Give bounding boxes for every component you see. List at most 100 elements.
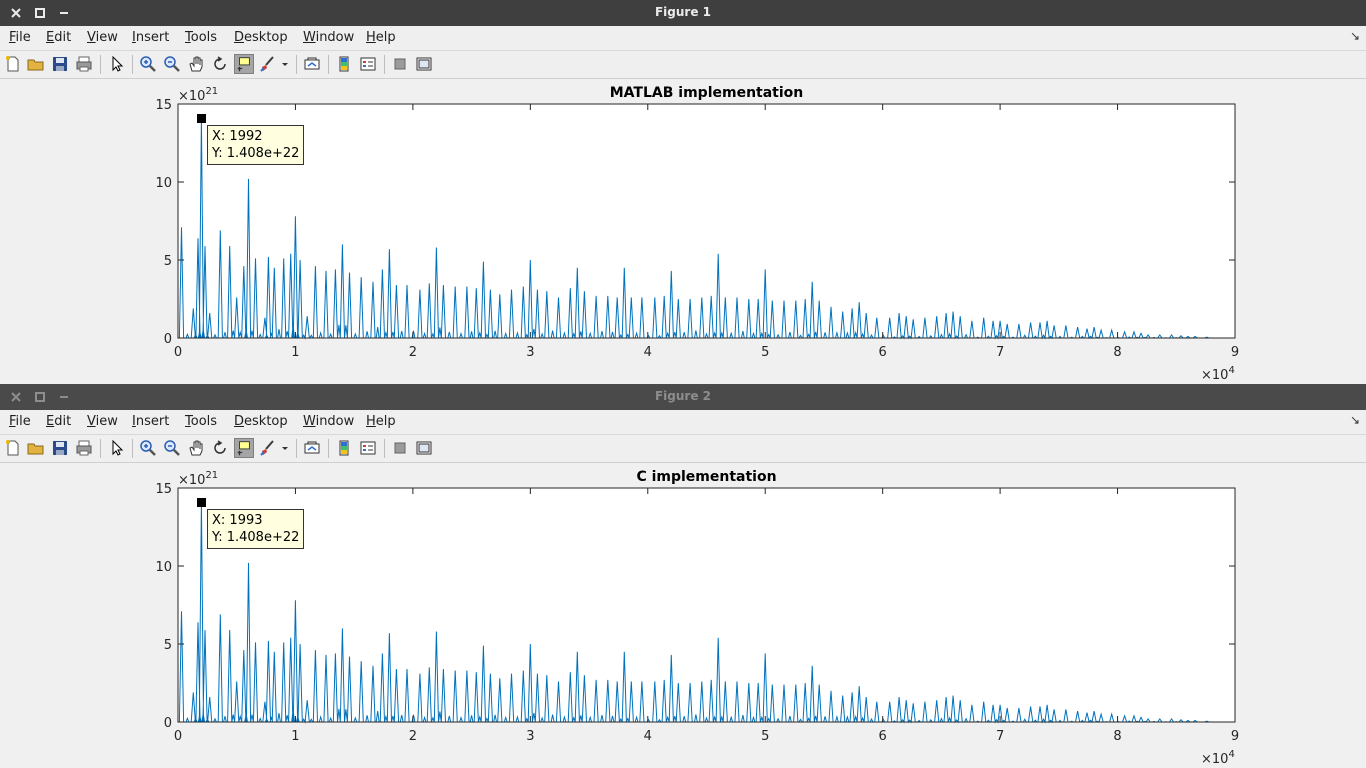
datatip-marker[interactable] [197, 114, 206, 123]
x-tick-label: 8 [1113, 729, 1121, 744]
y-axis-exponent-power: 21 [205, 470, 218, 481]
figure-window-2: Figure 2 File Edit View Insert Tools Des… [0, 384, 1366, 768]
x-tick-label: 0 [174, 345, 182, 360]
maximize-icon[interactable] [30, 3, 50, 23]
hide-plot-tools-icon[interactable] [390, 54, 410, 74]
x-tick-label: 5 [761, 729, 769, 744]
save-icon[interactable] [50, 54, 70, 74]
brush-icon[interactable] [258, 54, 278, 74]
colorbar-icon[interactable] [334, 438, 354, 458]
menu-bar: File Edit View Insert Tools Desktop Wind… [0, 26, 1366, 51]
legend-icon[interactable] [358, 438, 378, 458]
rotate-3d-icon[interactable] [210, 438, 230, 458]
x-tick-label: 4 [644, 729, 652, 744]
axes-plot[interactable]: 0 1 2 3 4 5 6 7 8 9 0 5 10 15 ×1021 ×104 MATLAB implemen… [0, 79, 1366, 384]
menu-file[interactable]: File [9, 30, 31, 45]
rotate-3d-icon[interactable] [210, 54, 230, 74]
maximize-icon[interactable] [30, 387, 50, 407]
chevron-down-icon[interactable] [279, 54, 291, 74]
zoom-in-icon[interactable] [138, 54, 158, 74]
menu-file[interactable]: File [9, 414, 31, 429]
y-tick-label: 5 [164, 254, 172, 269]
toolbar-separator [100, 439, 101, 458]
zoom-out-icon[interactable] [162, 54, 182, 74]
toolbar-separator [132, 55, 133, 74]
data-tip[interactable]: X: 1992 Y: 1.408e+22 [207, 125, 305, 165]
open-file-icon[interactable] [26, 438, 46, 458]
axes-plot[interactable]: 0 1 2 3 4 5 6 7 8 9 0 5 10 15 ×1021 ×104 C implementatio… [0, 463, 1366, 768]
figure-canvas: 0 1 2 3 4 5 6 7 8 9 0 5 10 15 ×1021 ×104 MATLAB implemen… [0, 79, 1366, 384]
open-file-icon[interactable] [26, 54, 46, 74]
menu-help[interactable]: Help [366, 30, 396, 45]
print-icon[interactable] [74, 438, 94, 458]
minimize-icon[interactable] [54, 387, 74, 407]
show-plot-tools-icon[interactable] [414, 54, 434, 74]
y-tick-label: 10 [155, 560, 172, 575]
toolbar-separator [384, 439, 385, 458]
new-figure-icon[interactable] [3, 54, 23, 74]
menu-view[interactable]: View [87, 414, 118, 429]
menu-edit[interactable]: Edit [46, 30, 72, 45]
chevron-down-icon[interactable] [279, 438, 291, 458]
menu-tools[interactable]: Tools [185, 414, 218, 429]
x-tick-label: 2 [409, 345, 417, 360]
dock-arrow-icon[interactable]: ↘ [1349, 29, 1360, 43]
axes-title: C implementation [636, 469, 776, 485]
menu-help[interactable]: Help [366, 414, 396, 429]
link-plot-icon[interactable] [302, 54, 322, 74]
y-tick-label: 0 [164, 332, 172, 347]
x-tick-label: 0 [174, 729, 182, 744]
menu-view[interactable]: View [87, 30, 118, 45]
close-icon[interactable] [6, 3, 26, 23]
x-axis-exponent: ×104 [1201, 749, 1235, 767]
show-plot-tools-icon[interactable] [414, 438, 434, 458]
menu-desktop[interactable]: Desktop [234, 30, 288, 45]
x-axis-exponent-power: 4 [1228, 365, 1234, 376]
pointer-icon[interactable] [107, 438, 127, 458]
x-axis-exponent: ×104 [1201, 365, 1235, 383]
hide-plot-tools-icon[interactable] [390, 438, 410, 458]
plot-area [178, 104, 1235, 338]
new-figure-icon[interactable] [3, 438, 23, 458]
menu-window[interactable]: Window [303, 414, 355, 429]
x-tick-label: 1 [291, 345, 299, 360]
link-plot-icon[interactable] [302, 438, 322, 458]
zoom-in-icon[interactable] [138, 438, 158, 458]
menu-edit[interactable]: Edit [46, 414, 72, 429]
toolbar-separator [296, 439, 297, 458]
datatip-marker[interactable] [197, 498, 206, 507]
data-cursor-icon[interactable] [234, 438, 254, 458]
figure-canvas: 0 1 2 3 4 5 6 7 8 9 0 5 10 15 ×1021 ×104 C implementatio… [0, 463, 1366, 768]
minimize-icon[interactable] [54, 3, 74, 23]
menu-insert[interactable]: Insert [132, 30, 170, 45]
y-tick-label: 15 [155, 98, 172, 113]
y-axis-exponent: ×1021 [178, 86, 218, 104]
pointer-icon[interactable] [107, 54, 127, 74]
zoom-out-icon[interactable] [162, 438, 182, 458]
data-cursor-icon[interactable] [234, 54, 254, 74]
close-icon[interactable] [6, 387, 26, 407]
menu-window[interactable]: Window [303, 30, 355, 45]
menu-desktop[interactable]: Desktop [234, 414, 288, 429]
x-tick-label: 8 [1113, 345, 1121, 360]
window-title: Figure 2 [654, 389, 712, 403]
pan-hand-icon[interactable] [186, 438, 206, 458]
menu-bar: File Edit View Insert Tools Desktop Wind… [0, 410, 1366, 435]
legend-icon[interactable] [358, 54, 378, 74]
colorbar-icon[interactable] [334, 54, 354, 74]
toolbar-separator [296, 55, 297, 74]
menu-insert[interactable]: Insert [132, 414, 170, 429]
data-tip[interactable]: X: 1993 Y: 1.408e+22 [207, 509, 305, 549]
brush-icon[interactable] [258, 438, 278, 458]
save-icon[interactable] [50, 438, 70, 458]
pan-hand-icon[interactable] [186, 54, 206, 74]
x-tick-label: 3 [526, 729, 534, 744]
x-tick-label: 6 [879, 729, 887, 744]
menu-tools[interactable]: Tools [185, 30, 218, 45]
title-bar[interactable]: Figure 2 [0, 384, 1366, 410]
window-title: Figure 1 [654, 5, 712, 19]
print-icon[interactable] [74, 54, 94, 74]
axes-box [177, 487, 1236, 723]
dock-arrow-icon[interactable]: ↘ [1349, 413, 1360, 427]
title-bar[interactable]: Figure 1 [0, 0, 1366, 26]
